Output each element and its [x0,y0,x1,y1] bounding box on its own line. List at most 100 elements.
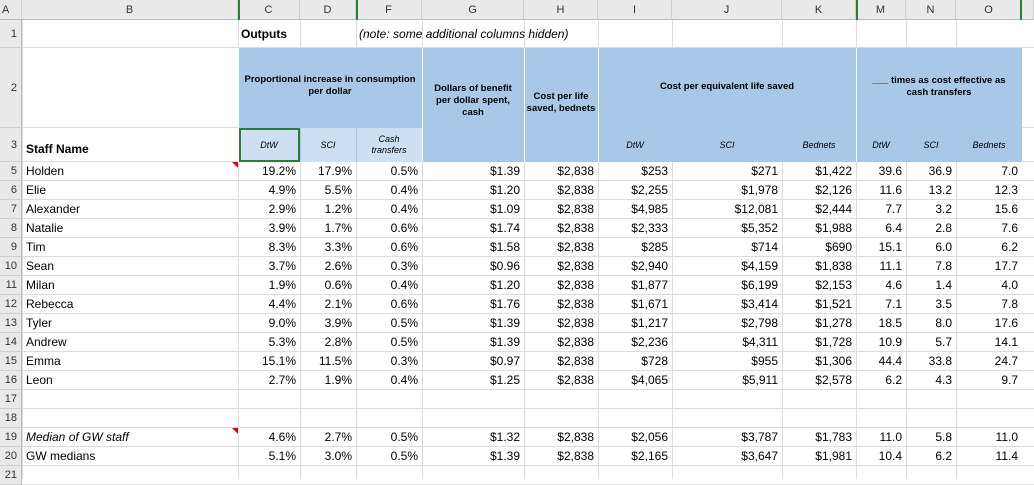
row-header[interactable]: 7 [0,200,22,219]
column-header-g[interactable]: G [422,0,524,20]
column-header-c[interactable]: C [238,0,300,20]
row-header[interactable]: 14 [0,333,22,352]
value-cell-n[interactable]: 4.3 [935,373,952,387]
value-cell-g[interactable]: $1.09 [489,202,520,216]
value-cell-c[interactable]: 3.9% [268,221,296,235]
value-cell-m[interactable]: 4.6 [885,278,902,292]
row-header[interactable]: 5 [0,162,22,181]
value-cell-f[interactable]: 0.4% [390,373,418,387]
staff-name-cell[interactable]: Andrew [26,335,67,349]
summary-value-o[interactable]: 11.0 [995,430,1018,444]
outputs-label[interactable]: Outputs [241,27,287,41]
value-cell-h[interactable]: $2,838 [557,183,594,197]
value-cell-c[interactable]: 4.9% [268,183,296,197]
value-cell-d[interactable]: 2.1% [324,297,352,311]
value-cell-j[interactable]: $4,311 [742,335,778,349]
column-header-h[interactable]: H [524,0,598,20]
value-cell-j[interactable]: $714 [751,240,778,254]
value-cell-o[interactable]: 15.6 [994,202,1018,216]
value-cell-m[interactable]: 11.1 [879,259,902,273]
row-header[interactable]: 12 [0,295,22,314]
staff-name-cell[interactable]: Holden [26,164,65,178]
value-cell-i[interactable]: $2,255 [631,183,668,197]
value-cell-j[interactable]: $6,199 [741,278,778,292]
summary-value-m[interactable]: 10.4 [878,449,902,463]
staff-name-cell[interactable]: Natalie [26,221,64,235]
value-cell-o[interactable]: 7.6 [1001,221,1018,235]
value-cell-i[interactable]: $1,217 [631,316,668,330]
staff-name-cell[interactable]: Sean [26,259,55,273]
value-cell-i[interactable]: $1,877 [631,278,668,292]
row-header[interactable]: 15 [0,352,22,371]
value-cell-o[interactable]: 12.3 [994,183,1018,197]
value-cell-c[interactable]: 15.1% [261,354,296,368]
summary-value-n[interactable]: 6.2 [935,449,952,463]
value-cell-h[interactable]: $2,838 [557,316,594,330]
value-cell-h[interactable]: $2,838 [557,164,594,178]
value-cell-d[interactable]: 0.6% [324,278,352,292]
summary-value-g[interactable]: $1.32 [489,430,520,444]
row-header[interactable]: 21 [0,466,22,485]
value-cell-g[interactable]: $1.76 [489,297,520,311]
value-cell-h[interactable]: $2,838 [557,259,594,273]
comment-indicator-icon[interactable] [232,428,238,434]
staff-name-cell[interactable]: Leon [26,373,53,387]
staff-name-cell[interactable]: Elie [26,183,47,197]
value-cell-j[interactable]: $1,978 [741,183,778,197]
value-cell-i[interactable]: $2,940 [631,259,668,273]
row-header[interactable]: 3 [0,128,22,162]
value-cell-m[interactable]: 18.5 [878,316,902,330]
value-cell-k[interactable]: $2,578 [815,373,852,387]
value-cell-f[interactable]: 0.5% [390,316,418,330]
value-cell-h[interactable]: $2,838 [557,202,594,216]
row-header[interactable]: 6 [0,181,22,200]
value-cell-h[interactable]: $2,838 [557,373,594,387]
value-cell-n[interactable]: 13.2 [928,183,952,197]
value-cell-j[interactable]: $3,414 [741,297,778,311]
column-header-n[interactable]: N [906,0,956,20]
value-cell-o[interactable]: 4.0 [1001,278,1018,292]
summary-value-c[interactable]: 5.1% [268,449,296,463]
median-staff-label[interactable]: Median of GW staff [26,430,129,444]
value-cell-h[interactable]: $2,838 [557,278,594,292]
hidden-columns-note[interactable]: (note: some additional columns hidden) [359,27,569,41]
value-cell-m[interactable]: 6.2 [885,373,902,387]
value-cell-g[interactable]: $1.58 [489,240,520,254]
value-cell-g[interactable]: $1.39 [489,335,520,349]
summary-value-h[interactable]: $2,838 [557,449,594,463]
value-cell-d[interactable]: 2.8% [324,335,352,349]
value-cell-o[interactable]: 6.2 [1001,240,1018,254]
value-cell-h[interactable]: $2,838 [557,354,594,368]
value-cell-d[interactable]: 2.6% [324,259,352,273]
value-cell-j[interactable]: $5,352 [741,221,778,235]
value-cell-o[interactable]: 17.7 [994,259,1018,273]
value-cell-h[interactable]: $2,838 [557,335,594,349]
row-header[interactable]: 13 [0,314,22,333]
value-cell-i[interactable]: $728 [641,354,668,368]
value-cell-k[interactable]: $1,988 [815,221,852,235]
summary-value-o[interactable]: 11.4 [995,449,1018,463]
value-cell-c[interactable]: 8.3% [268,240,296,254]
value-cell-d[interactable]: 5.5% [324,183,352,197]
summary-value-c[interactable]: 4.6% [268,430,296,444]
value-cell-g[interactable]: $1.39 [489,164,520,178]
value-cell-h[interactable]: $2,838 [557,297,594,311]
value-cell-f[interactable]: 0.4% [390,278,418,292]
value-cell-k[interactable]: $1,521 [815,297,852,311]
value-cell-g[interactable]: $0.97 [489,354,520,368]
summary-value-n[interactable]: 5.8 [935,430,952,444]
value-cell-g[interactable]: $0.96 [489,259,520,273]
staff-name-cell[interactable]: Rebecca [26,297,74,311]
value-cell-c[interactable]: 5.3% [268,335,296,349]
value-cell-c[interactable]: 19.2% [261,164,296,178]
value-cell-m[interactable]: 7.1 [885,297,902,311]
value-cell-f[interactable]: 0.6% [390,297,418,311]
staff-name-header[interactable]: Staff Name [26,142,89,156]
value-cell-k[interactable]: $2,444 [815,202,852,216]
summary-value-j[interactable]: $3,787 [741,430,778,444]
value-cell-n[interactable]: 33.8 [928,354,952,368]
row-header[interactable]: 2 [0,48,22,128]
staff-name-cell[interactable]: Milan [26,278,55,292]
value-cell-n[interactable]: 8.0 [935,316,952,330]
